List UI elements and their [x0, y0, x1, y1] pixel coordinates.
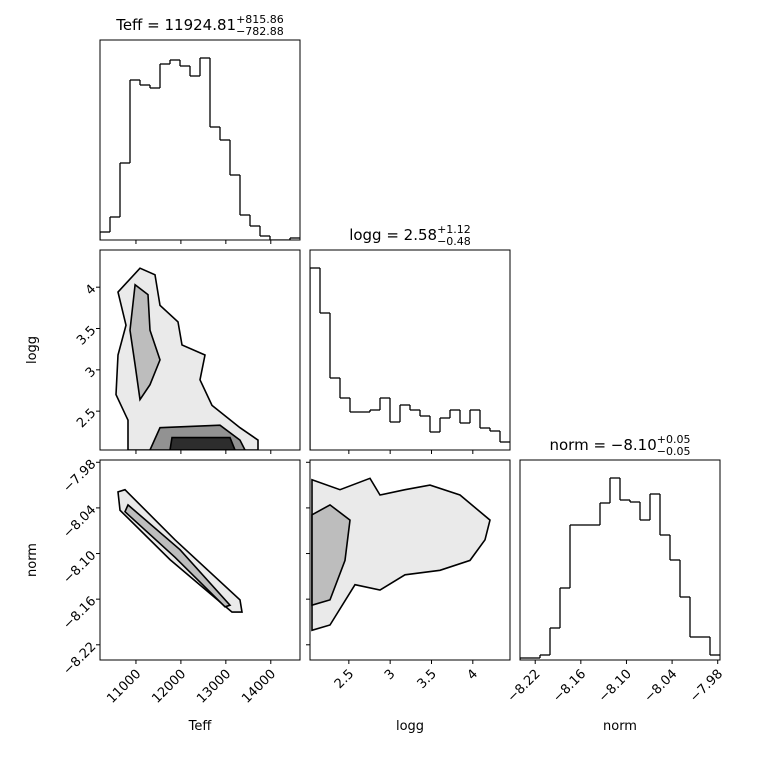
x-tick-label: −7.98 [687, 667, 726, 706]
title-main: norm = −8.10 [550, 436, 657, 454]
y-axis-label: logg [25, 336, 40, 364]
y-tick-label: 4 [83, 282, 99, 298]
panel-title: norm = −8.10+0.05 −0.05 [550, 433, 691, 458]
y-tick-label: −8.10 [61, 548, 100, 587]
x-tick-label: 3.5 [415, 667, 440, 692]
title-sub: −782.88 [236, 25, 284, 38]
title-main: logg = 2.58 [349, 226, 437, 244]
x-axis-label: norm [603, 719, 637, 734]
x-tick-label: −8.10 [596, 667, 635, 706]
x-tick-label: 13000 [194, 667, 234, 707]
y-tick-label: 3 [83, 365, 99, 381]
title-sub: −0.05 [657, 445, 691, 458]
x-tick-label: 12000 [149, 667, 189, 707]
contour [115, 267, 259, 450]
x-tick-label: −8.16 [550, 667, 589, 706]
y-tick-label: −8.22 [61, 639, 100, 678]
panel [520, 477, 720, 660]
axes-frame [99, 39, 301, 241]
panel-title: Teff = 11924.81+815.86 −782.88 [115, 13, 284, 38]
axes-frame [519, 459, 721, 661]
title-sup: +1.12 [437, 223, 471, 236]
x-tick-label: 14000 [239, 667, 279, 707]
contour [169, 436, 236, 450]
panel [311, 477, 491, 632]
contour [124, 503, 232, 608]
panel [115, 267, 259, 450]
contour [311, 503, 351, 607]
panel-title: logg = 2.58+1.12 −0.48 [349, 223, 471, 248]
axes-frame [99, 459, 301, 661]
axes-frame [99, 249, 301, 451]
x-tick-label: 4 [465, 667, 481, 683]
title-sup: +0.05 [657, 433, 691, 446]
x-tick-label: 2.5 [332, 667, 357, 692]
axes-frame [309, 249, 511, 451]
x-tick-label: 3 [382, 667, 398, 683]
axes-frame [309, 459, 511, 661]
panel [100, 57, 300, 240]
y-axis-label: norm [25, 543, 40, 577]
contour [311, 477, 491, 632]
title-sub: −0.48 [437, 235, 471, 248]
x-tick-label: −8.04 [642, 667, 681, 706]
title-main: Teff = 11924.81 [115, 16, 236, 34]
x-axis-label: logg [396, 719, 424, 734]
panel [117, 488, 243, 613]
x-axis-label: Teff [188, 719, 213, 734]
y-tick-label: 2.5 [74, 406, 99, 431]
y-tick-label: 3.5 [74, 323, 99, 348]
contour [129, 283, 161, 402]
y-tick-label: −7.98 [61, 457, 100, 496]
x-tick-label: −8.22 [505, 667, 544, 706]
title-sup: +815.86 [236, 13, 284, 26]
y-tick-label: −8.04 [61, 503, 100, 542]
y-tick-label: −8.16 [61, 594, 100, 633]
x-tick-label: 11000 [104, 667, 144, 707]
panel [310, 267, 510, 450]
